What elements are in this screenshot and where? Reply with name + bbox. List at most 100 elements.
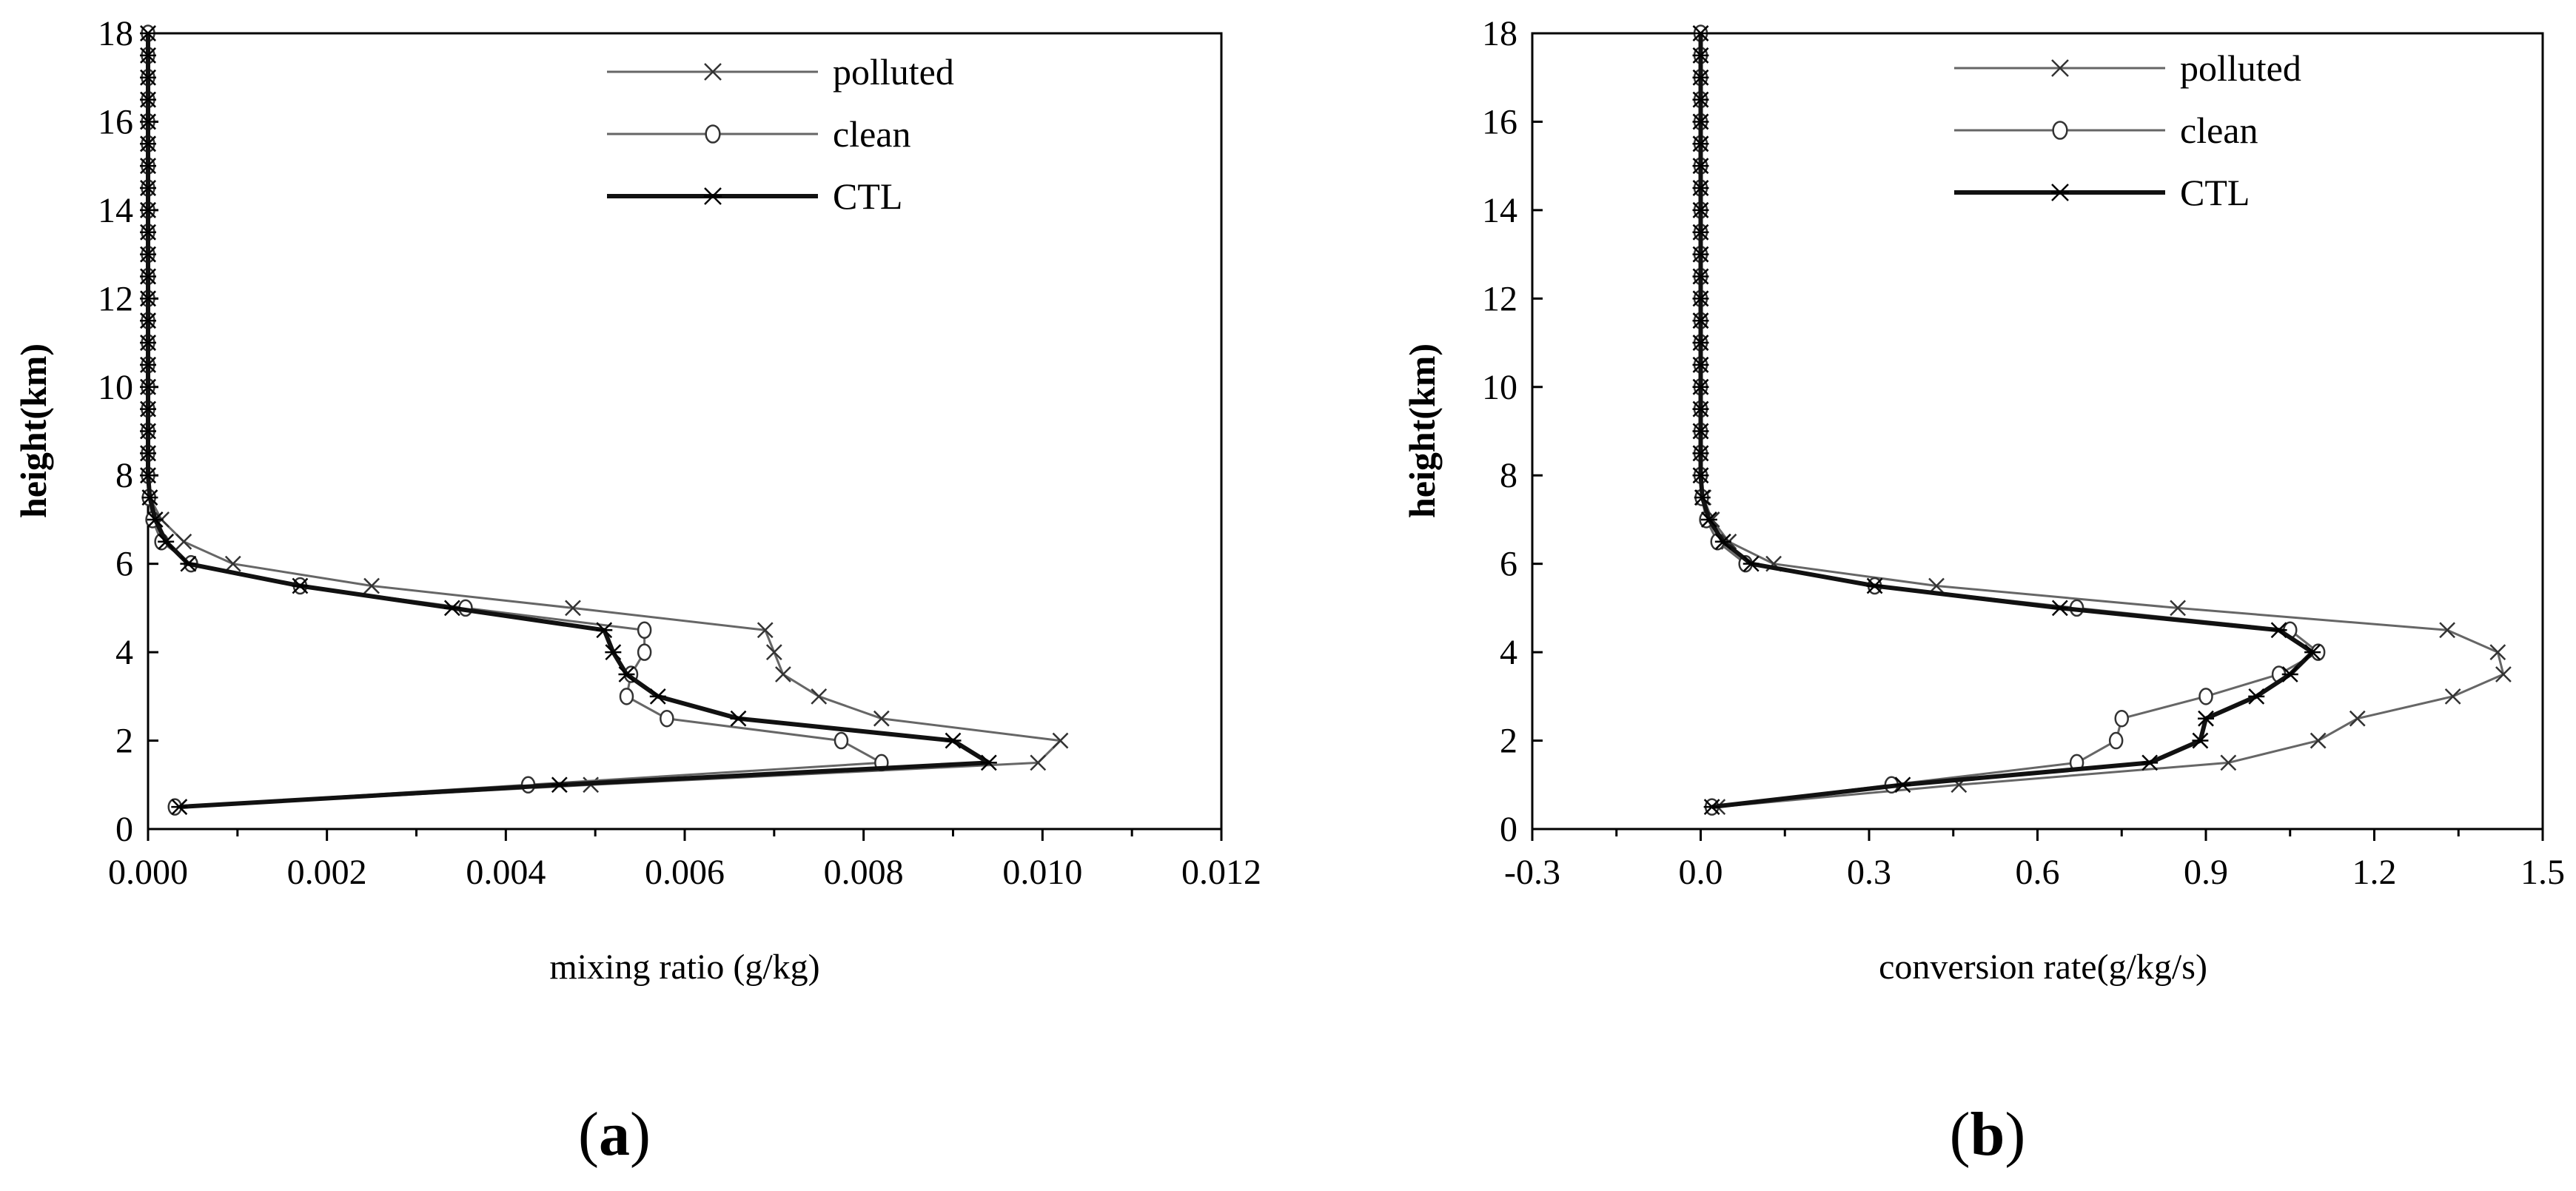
data-point-star-marker: [2141, 754, 2159, 771]
legend-label: CTL: [833, 175, 902, 217]
data-point-star-marker: [292, 577, 309, 594]
data-point-x-marker: [2489, 644, 2506, 660]
data-point-circle-marker: [705, 124, 721, 144]
x-tick-label: 1.2: [2352, 853, 2397, 892]
series-markers-clean: [141, 24, 889, 816]
data-point-circle-marker: [2052, 121, 2068, 140]
data-point-star-marker: [1703, 799, 1720, 816]
data-point-star-marker: [1866, 577, 1883, 594]
y-axis-title: height(km): [1401, 343, 1443, 518]
data-point-star-marker: [1692, 69, 1709, 86]
legend: polluted clean CTL: [1954, 47, 2301, 213]
x-axis-title: conversion rate(g/kg/s): [1879, 947, 2207, 987]
data-point-star-marker: [1692, 91, 1709, 108]
legend: polluted clean CTL: [607, 51, 954, 217]
data-point-star-marker: [140, 268, 156, 285]
data-point-star-marker: [140, 312, 156, 329]
series-line-polluted: [147, 33, 1061, 808]
data-point-star-marker: [2198, 710, 2214, 727]
panel-b: 0 2 4 6 8 10 12 14 16 18 -0.3 0.0 0.3 0.6 0.9 1.2 1.5 p…: [1401, 14, 2565, 1169]
data-point-star-marker: [140, 91, 156, 108]
data-point-star-marker: [1692, 423, 1709, 440]
data-point-star-marker: [140, 113, 156, 130]
data-point-star-marker: [1692, 47, 1709, 64]
x-tick-label: 1.5: [2520, 853, 2565, 892]
data-point-circle-marker: [637, 643, 652, 661]
data-point-x-marker: [757, 622, 774, 639]
data-point-x-marker: [1052, 732, 1069, 749]
y-tick-label: 4: [1500, 633, 1517, 672]
y-tick-label: 16: [1482, 102, 1517, 141]
data-point-star-marker: [140, 400, 156, 417]
data-point-star-marker: [2051, 600, 2068, 617]
data-point-circle-marker: [660, 709, 674, 728]
panel-caption-letter: b: [1970, 1100, 2005, 1169]
y-tick-label: 8: [115, 456, 133, 495]
series-layer: [1692, 24, 2512, 816]
data-point-x-marker: [811, 688, 828, 705]
data-point-circle-marker: [833, 731, 849, 750]
data-point-star-marker: [140, 357, 156, 373]
data-point-x-marker: [704, 63, 722, 81]
data-point-circle-marker: [2198, 688, 2213, 705]
data-point-star-marker: [147, 511, 164, 528]
data-point-star-marker: [605, 644, 622, 660]
data-point-x-marker: [2349, 710, 2366, 727]
legend-label: CTL: [2180, 172, 2250, 213]
data-point-star-marker: [140, 69, 156, 86]
x-axis: -0.3 0.0 0.3 0.6 0.9 1.2 1.5: [1504, 829, 2565, 892]
data-point-star-marker: [180, 555, 197, 572]
data-point-star-marker: [1692, 25, 1709, 41]
x-axis: 0.000 0.002 0.004 0.006 0.008 0.010 0.012: [108, 829, 1261, 892]
panel-caption: (a): [578, 1100, 651, 1169]
data-point-star-marker: [171, 799, 188, 816]
data-point-x-marker: [1030, 754, 1047, 771]
data-point-star-marker: [1692, 180, 1709, 196]
data-point-x-marker: [2051, 59, 2069, 77]
data-point-star-marker: [1692, 312, 1709, 329]
legend-item-clean: clean: [607, 113, 910, 155]
data-point-star-marker: [1692, 290, 1709, 307]
legend-label: clean: [833, 113, 910, 155]
data-point-x-marker: [775, 666, 791, 682]
x-tick-label: 0.6: [2016, 853, 2060, 892]
data-point-star-marker: [1692, 224, 1709, 241]
data-point-star-marker: [2192, 732, 2209, 749]
data-point-star-marker: [1743, 555, 1760, 572]
data-point-star-marker: [703, 187, 722, 205]
x-tick-label: 0.3: [1847, 853, 1891, 892]
data-point-star-marker: [140, 467, 156, 484]
data-point-star-marker: [1714, 533, 1731, 550]
data-point-star-marker: [980, 754, 997, 771]
panel-caption: (b): [1950, 1100, 2026, 1169]
legend-item-polluted: polluted: [1954, 47, 2301, 89]
data-point-star-marker: [140, 335, 156, 351]
data-point-x-marker: [175, 533, 192, 550]
data-point-x-marker: [2439, 622, 2455, 639]
series-line-CTL: [1698, 33, 2315, 810]
data-point-x-marker: [2310, 732, 2327, 749]
series-markers-polluted: [1692, 25, 2512, 816]
x-tick-label: 0.000: [108, 853, 188, 892]
y-tick-label: 12: [1482, 279, 1517, 318]
data-point-star-marker: [1692, 135, 1709, 152]
data-point-x-marker: [224, 555, 241, 572]
data-point-x-marker: [765, 644, 782, 660]
plot-frame: [147, 32, 1223, 831]
data-point-star-marker: [2281, 666, 2298, 682]
y-tick-label: 0: [1500, 810, 1517, 849]
data-point-star-marker: [140, 47, 156, 64]
data-point-star-marker: [1692, 400, 1709, 417]
series-markers-CTL: [140, 25, 997, 816]
x-tick-label: 0.004: [466, 853, 546, 892]
legend-item-polluted: polluted: [607, 51, 954, 93]
data-point-star-marker: [140, 180, 156, 196]
data-point-star-marker: [596, 622, 613, 639]
y-tick-label: 6: [1500, 545, 1517, 584]
y-tick-label: 2: [1500, 722, 1517, 761]
data-point-star-marker: [1692, 202, 1709, 218]
data-point-star-marker: [1692, 268, 1709, 285]
y-tick-label: 2: [115, 722, 133, 761]
